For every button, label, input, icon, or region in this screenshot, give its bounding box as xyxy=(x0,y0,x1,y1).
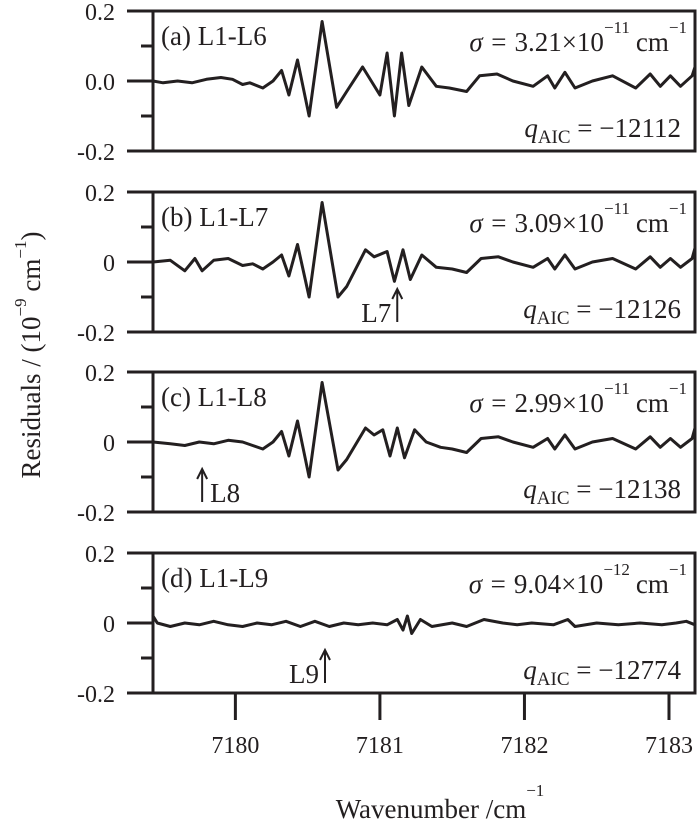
y-tick-label: 0 xyxy=(103,612,115,638)
sigma-exponent: −12 xyxy=(603,560,630,579)
x-tick-label: 7182 xyxy=(500,733,548,759)
panel-label: (b) L1-L7 xyxy=(161,202,268,232)
q-symbol: q xyxy=(523,655,537,685)
y-tick-label: 0.2 xyxy=(85,181,115,207)
sigma-symbol: σ = xyxy=(469,27,514,57)
sigma-mantissa: 3.21×10 xyxy=(514,27,603,57)
line-marker-arrow: L8 xyxy=(196,466,240,508)
panel-label: (a) L1-L6 xyxy=(161,21,267,51)
sigma-mantissa: 2.99×10 xyxy=(514,388,603,418)
q-subscript: AIC xyxy=(537,308,570,329)
sigma-unit-exponent: −1 xyxy=(669,199,687,218)
sigma-symbol: σ = xyxy=(469,388,514,418)
y-tick-label: 0 xyxy=(103,251,115,277)
sigma-mantissa: 3.09×10 xyxy=(514,208,603,238)
x-tick-label: 7181 xyxy=(356,733,404,759)
qaic-annotation: qAIC = −12774 xyxy=(523,655,681,690)
up-arrow-icon xyxy=(319,647,331,683)
q-value: = −12774 xyxy=(570,655,682,685)
qaic-annotation: qAIC = −12138 xyxy=(523,474,681,509)
sigma-unit: cm xyxy=(636,27,669,57)
up-arrow-icon xyxy=(391,286,404,322)
x-tick-label: 7183 xyxy=(645,733,693,759)
q-value: = −12126 xyxy=(570,294,681,324)
sigma-symbol: σ = xyxy=(469,569,514,599)
q-subscript: AIC xyxy=(538,127,571,148)
sigma-annotation: σ = 9.04×10−12 cm−1 xyxy=(469,560,687,599)
sigma-unit-exponent: −1 xyxy=(669,18,687,37)
y-tick-label: -0.2 xyxy=(77,140,115,166)
sigma-unit: cm xyxy=(636,569,669,599)
sigma-exponent: −11 xyxy=(604,379,630,398)
x-axis-label: Wavenumber /cm−1 xyxy=(336,781,545,824)
panel-label: (c) L1-L8 xyxy=(161,382,267,412)
y-tick-label: -0.2 xyxy=(77,321,115,347)
q-symbol: q xyxy=(523,474,537,504)
panel-c: 0.2 0 -0.2 (c) L1-L8 σ = 2.99×10−11 cm−1 qAIC … xyxy=(77,361,697,527)
y-tick-label: 0.0 xyxy=(85,70,115,96)
sigma-unit: cm xyxy=(636,388,669,418)
q-symbol: q xyxy=(524,113,538,143)
line-marker-arrow: L7 xyxy=(361,286,404,328)
residual-trace xyxy=(151,381,697,479)
residual-trace xyxy=(151,201,697,299)
arrow-label: L9 xyxy=(289,659,319,689)
qaic-annotation: qAIC = −12126 xyxy=(523,294,681,329)
y-tick-label: -0.2 xyxy=(77,501,115,527)
q-symbol: q xyxy=(523,294,537,324)
sigma-annotation: σ = 2.99×10−11 cm−1 xyxy=(469,379,687,418)
y-tick-label: 0.2 xyxy=(85,361,115,387)
sigma-unit: cm xyxy=(636,208,669,238)
arrow-label: L7 xyxy=(361,298,391,328)
y-tick-label: 0 xyxy=(103,431,115,457)
sigma-symbol: σ = xyxy=(469,208,514,238)
up-arrow-icon xyxy=(196,466,209,502)
y-tick-label: -0.2 xyxy=(77,682,115,708)
q-subscript: AIC xyxy=(537,669,570,690)
arrow-label: L8 xyxy=(210,478,240,508)
sigma-unit-exponent: −1 xyxy=(669,560,687,579)
sigma-exponent: −11 xyxy=(604,199,630,218)
sigma-exponent: −11 xyxy=(604,18,630,37)
panel-label: (d) L1-L9 xyxy=(161,563,268,593)
sigma-mantissa: 9.04×10 xyxy=(514,569,603,599)
sigma-unit-exponent: −1 xyxy=(669,379,687,398)
sigma-annotation: σ = 3.09×10−11 cm−1 xyxy=(469,199,687,238)
line-marker-arrow: L9 xyxy=(289,647,331,689)
y-tick-label: 0.2 xyxy=(85,0,115,26)
residual-trace xyxy=(151,614,697,635)
x-tick-label: 7180 xyxy=(211,733,259,759)
sigma-annotation: σ = 3.21×10−11 cm−1 xyxy=(469,18,687,57)
panel-d: 0.2 0 -0.2 (d) L1-L9 σ = 9.04×10−12 cm−1 qAIC … xyxy=(77,542,697,708)
q-value: = −12112 xyxy=(571,113,681,143)
panel-a: 0.2 0.0 -0.2 (a) L1-L6 σ = 3.21×10−11 cm−1 qAI… xyxy=(77,0,697,166)
q-subscript: AIC xyxy=(537,488,570,509)
q-value: = −12138 xyxy=(570,474,681,504)
y-tick-label: 0.2 xyxy=(85,542,115,568)
panel-b: 0.2 0 -0.2 (b) L1-L7 σ = 3.09×10−11 cm−1 qAIC … xyxy=(77,181,697,347)
y-axis-label: Residuals / (10−9 cm−1) xyxy=(11,232,46,479)
qaic-annotation: qAIC = −12112 xyxy=(524,113,681,148)
residual-trace xyxy=(151,20,697,118)
